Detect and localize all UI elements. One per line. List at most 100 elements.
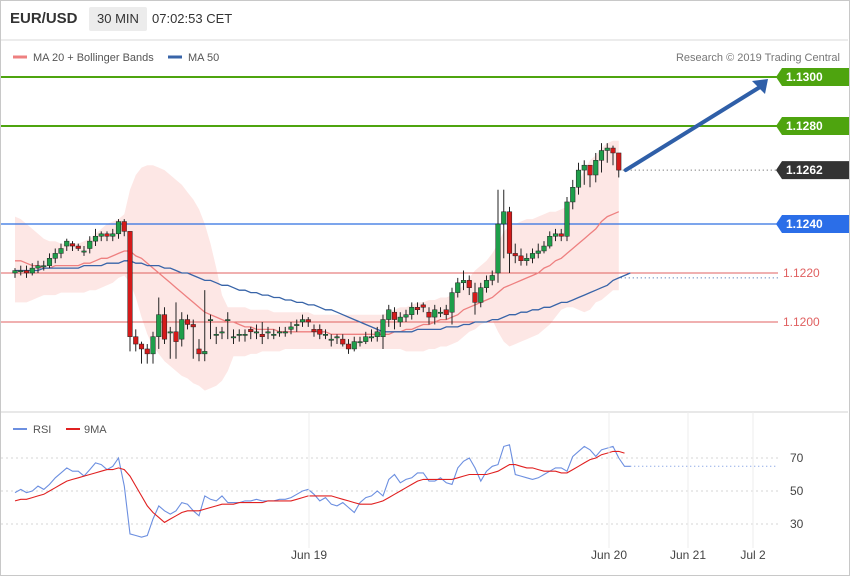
candle-body <box>380 319 386 337</box>
candle-body <box>472 292 478 303</box>
candlesticks <box>12 143 622 364</box>
candle-body <box>478 287 484 303</box>
x-tick-label: Jun 21 <box>670 548 706 562</box>
bollinger-band-area <box>15 140 619 391</box>
candle-body <box>581 164 587 171</box>
forecast-arrow <box>623 79 768 173</box>
x-tick-label: Jun 19 <box>291 548 327 562</box>
candle-body <box>207 319 214 321</box>
level-label-1.1262: 1.1262 <box>786 163 823 177</box>
candle-body <box>587 164 593 176</box>
candle-body <box>179 319 185 340</box>
forecast-arrow-shaft <box>623 85 762 173</box>
candle-body <box>87 240 93 249</box>
time-axis: Jun 19 Jun 20 Jun 21 Jul 2 <box>291 412 766 562</box>
ma50-line <box>15 260 631 333</box>
candle-body <box>311 329 317 333</box>
candle-body <box>225 319 231 321</box>
x-tick-label: Jul 2 <box>740 548 766 562</box>
candle-body <box>570 187 576 203</box>
candle-body <box>288 326 294 330</box>
candle-body <box>604 147 610 151</box>
forecast-arrow-head <box>752 79 768 94</box>
candle-body <box>196 348 202 355</box>
candle-body <box>524 258 530 261</box>
candle-body <box>271 334 277 336</box>
candle-body <box>110 233 116 237</box>
ma50-legend-label: MA 50 <box>188 52 219 64</box>
candle-body <box>345 343 352 350</box>
level-tag-1.1280 <box>776 117 849 135</box>
candle-body <box>259 334 265 337</box>
credit-label: Research © 2019 Trading Central <box>676 52 840 64</box>
candle-body <box>403 314 409 318</box>
candle-body <box>282 331 288 334</box>
symbol-label: EUR/USD <box>10 10 78 27</box>
candle-body <box>512 253 518 257</box>
level-label-1.1220: 1.1220 <box>783 266 820 280</box>
rsi-tick-50: 50 <box>790 484 804 498</box>
candle-body <box>426 311 432 318</box>
candle-body <box>552 233 559 237</box>
clock-label: 07:02:53 CET <box>152 11 233 26</box>
candle-body <box>489 275 495 281</box>
candle-body <box>236 334 242 336</box>
candle-body <box>98 233 104 237</box>
candle-body <box>58 248 64 254</box>
candle-body <box>391 311 398 320</box>
candle-body <box>334 336 340 339</box>
candle-body <box>363 336 369 342</box>
candle-body <box>121 221 127 232</box>
candle-body <box>501 211 507 225</box>
timeframe-button[interactable]: 30 MIN <box>89 7 147 31</box>
price-axis-labels: 1.1300 1.1280 1.1262 1.1240 1.1220 1.1200 <box>776 68 849 329</box>
price-levels <box>1 76 778 323</box>
candle-body <box>466 280 472 288</box>
ma9-legend-label: 9MA <box>84 424 107 436</box>
candle-body <box>460 280 467 284</box>
candle-body <box>52 253 58 259</box>
candle-body <box>518 255 524 262</box>
candle-body <box>64 240 70 247</box>
rsi-legend-label: RSI <box>33 424 51 436</box>
candle-body <box>593 160 599 176</box>
candle-body <box>219 331 225 334</box>
candle-body <box>610 147 616 154</box>
rsi-ma9-line <box>14 450 625 524</box>
candle-body <box>150 336 156 355</box>
candle-body <box>18 270 24 272</box>
candle-body <box>294 324 300 326</box>
candle-body <box>104 233 110 237</box>
moving-averages <box>15 211 778 335</box>
candle-body <box>374 331 380 337</box>
candle-body <box>449 292 455 313</box>
rsi-tick-70: 70 <box>790 451 804 465</box>
candle-body <box>547 236 553 247</box>
candle-body <box>529 253 536 259</box>
candle-body <box>75 245 81 249</box>
candle-body <box>541 245 547 252</box>
candle-body <box>420 304 426 308</box>
candle-body <box>202 351 208 355</box>
candle-body <box>317 329 323 335</box>
ma20-line <box>15 211 620 335</box>
candle-body <box>173 331 179 342</box>
rsi-tick-30: 30 <box>790 517 804 531</box>
candle-body <box>156 314 162 337</box>
candle-body <box>322 334 329 336</box>
candle-body <box>340 338 346 345</box>
candle-body <box>184 319 191 325</box>
candle-body <box>483 280 490 288</box>
candle-body <box>305 319 311 323</box>
candle-body <box>81 250 87 253</box>
level-tag-1.1262 <box>776 161 849 180</box>
candle-body <box>299 319 306 323</box>
candle-body <box>253 331 260 334</box>
candle-body <box>558 233 564 237</box>
candle-body <box>575 169 582 188</box>
candle-body <box>161 314 168 340</box>
rsi-line <box>14 444 631 538</box>
candle-body <box>41 265 47 268</box>
candle-body <box>535 250 541 254</box>
